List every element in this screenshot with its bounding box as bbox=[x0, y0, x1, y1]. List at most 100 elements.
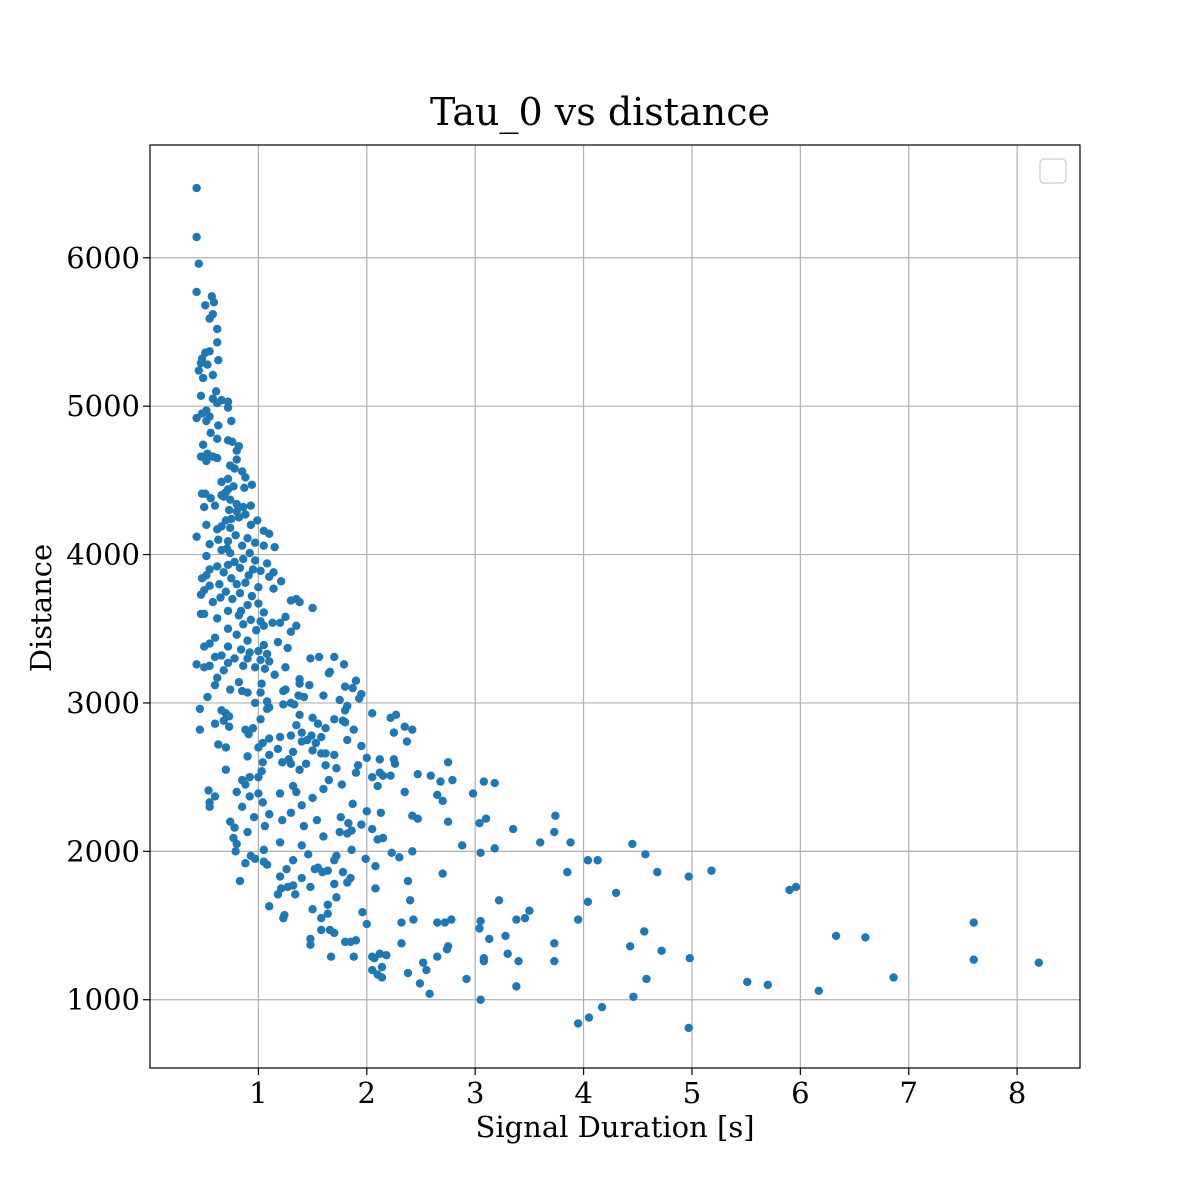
data-point bbox=[357, 820, 366, 829]
data-point bbox=[250, 698, 260, 708]
data-point bbox=[197, 574, 207, 583]
data-point bbox=[351, 768, 361, 777]
data-point bbox=[243, 827, 252, 837]
data-point bbox=[234, 677, 244, 687]
data-point bbox=[443, 817, 453, 826]
data-point bbox=[250, 538, 260, 547]
data-point bbox=[969, 955, 978, 964]
data-point bbox=[390, 759, 400, 768]
data-point bbox=[210, 680, 220, 690]
data-point bbox=[227, 416, 236, 426]
data-point bbox=[254, 646, 263, 656]
data-point bbox=[221, 516, 231, 525]
data-point bbox=[292, 621, 301, 630]
data-point bbox=[433, 918, 442, 927]
data-point bbox=[223, 403, 233, 412]
data-point bbox=[684, 1023, 693, 1033]
data-point bbox=[244, 729, 253, 739]
data-point bbox=[254, 599, 263, 608]
data-point bbox=[335, 695, 344, 705]
data-point bbox=[286, 596, 296, 605]
data-point bbox=[501, 931, 510, 941]
data-point bbox=[257, 679, 266, 688]
data-point bbox=[253, 516, 262, 525]
data-point bbox=[247, 591, 257, 601]
data-point bbox=[199, 663, 209, 672]
data-point bbox=[343, 829, 352, 838]
data-point bbox=[573, 915, 583, 924]
data-point bbox=[373, 781, 382, 791]
data-point bbox=[415, 979, 425, 988]
data-point bbox=[475, 818, 484, 828]
data-point bbox=[317, 913, 326, 923]
data-point bbox=[389, 728, 399, 737]
data-point bbox=[213, 453, 222, 463]
data-point bbox=[195, 704, 205, 714]
data-point bbox=[194, 259, 203, 268]
data-point bbox=[468, 789, 478, 798]
data-point bbox=[566, 838, 575, 847]
data-point bbox=[422, 965, 431, 975]
data-point bbox=[295, 597, 304, 607]
data-point bbox=[306, 654, 315, 663]
data-point bbox=[269, 584, 278, 593]
data-point bbox=[653, 867, 662, 877]
data-point bbox=[192, 287, 201, 297]
data-point bbox=[387, 848, 396, 858]
data-point bbox=[246, 520, 256, 530]
data-point bbox=[206, 428, 215, 438]
data-point bbox=[330, 928, 339, 938]
data-points bbox=[192, 183, 1044, 1033]
data-point bbox=[362, 753, 371, 763]
data-point bbox=[340, 682, 350, 691]
data-point bbox=[275, 618, 285, 628]
data-point bbox=[237, 541, 247, 550]
data-point bbox=[308, 603, 317, 613]
data-point bbox=[235, 563, 245, 573]
data-point bbox=[377, 962, 387, 972]
data-point bbox=[438, 796, 447, 806]
data-point bbox=[205, 539, 214, 549]
data-point bbox=[640, 927, 649, 936]
data-point bbox=[235, 876, 245, 886]
data-point bbox=[250, 854, 260, 863]
data-point bbox=[259, 640, 269, 650]
data-point bbox=[203, 692, 212, 702]
data-point bbox=[224, 722, 234, 731]
data-point bbox=[256, 715, 265, 724]
data-point bbox=[286, 759, 296, 768]
data-point bbox=[351, 676, 361, 685]
data-point bbox=[226, 685, 235, 694]
data-point bbox=[1034, 958, 1044, 967]
data-point bbox=[551, 811, 560, 820]
data-point bbox=[226, 495, 235, 504]
data-point bbox=[336, 813, 345, 822]
data-point bbox=[397, 939, 406, 948]
data-point bbox=[349, 952, 358, 961]
data-point bbox=[194, 366, 203, 375]
data-point bbox=[223, 537, 233, 546]
data-point bbox=[382, 951, 391, 960]
data-point bbox=[358, 907, 367, 917]
data-point bbox=[196, 590, 206, 599]
data-point bbox=[202, 520, 211, 530]
data-point bbox=[232, 499, 241, 509]
data-point bbox=[628, 839, 637, 849]
data-point bbox=[265, 750, 274, 760]
data-point bbox=[265, 529, 274, 538]
data-point bbox=[286, 808, 296, 817]
data-point bbox=[304, 850, 313, 859]
data-point bbox=[485, 934, 494, 944]
data-point bbox=[221, 743, 231, 752]
data-point bbox=[226, 548, 235, 558]
data-point bbox=[306, 934, 315, 944]
data-point bbox=[223, 658, 233, 668]
data-point bbox=[259, 621, 269, 630]
data-point bbox=[213, 399, 222, 408]
data-point bbox=[265, 902, 274, 911]
axis-ticks: 1 2 3 4 5 6 7 8 1000 2000 3000 4000 5000 6000 bbox=[66, 241, 1026, 1110]
data-point bbox=[203, 360, 212, 369]
data-point bbox=[239, 554, 248, 564]
data-point bbox=[208, 370, 218, 380]
